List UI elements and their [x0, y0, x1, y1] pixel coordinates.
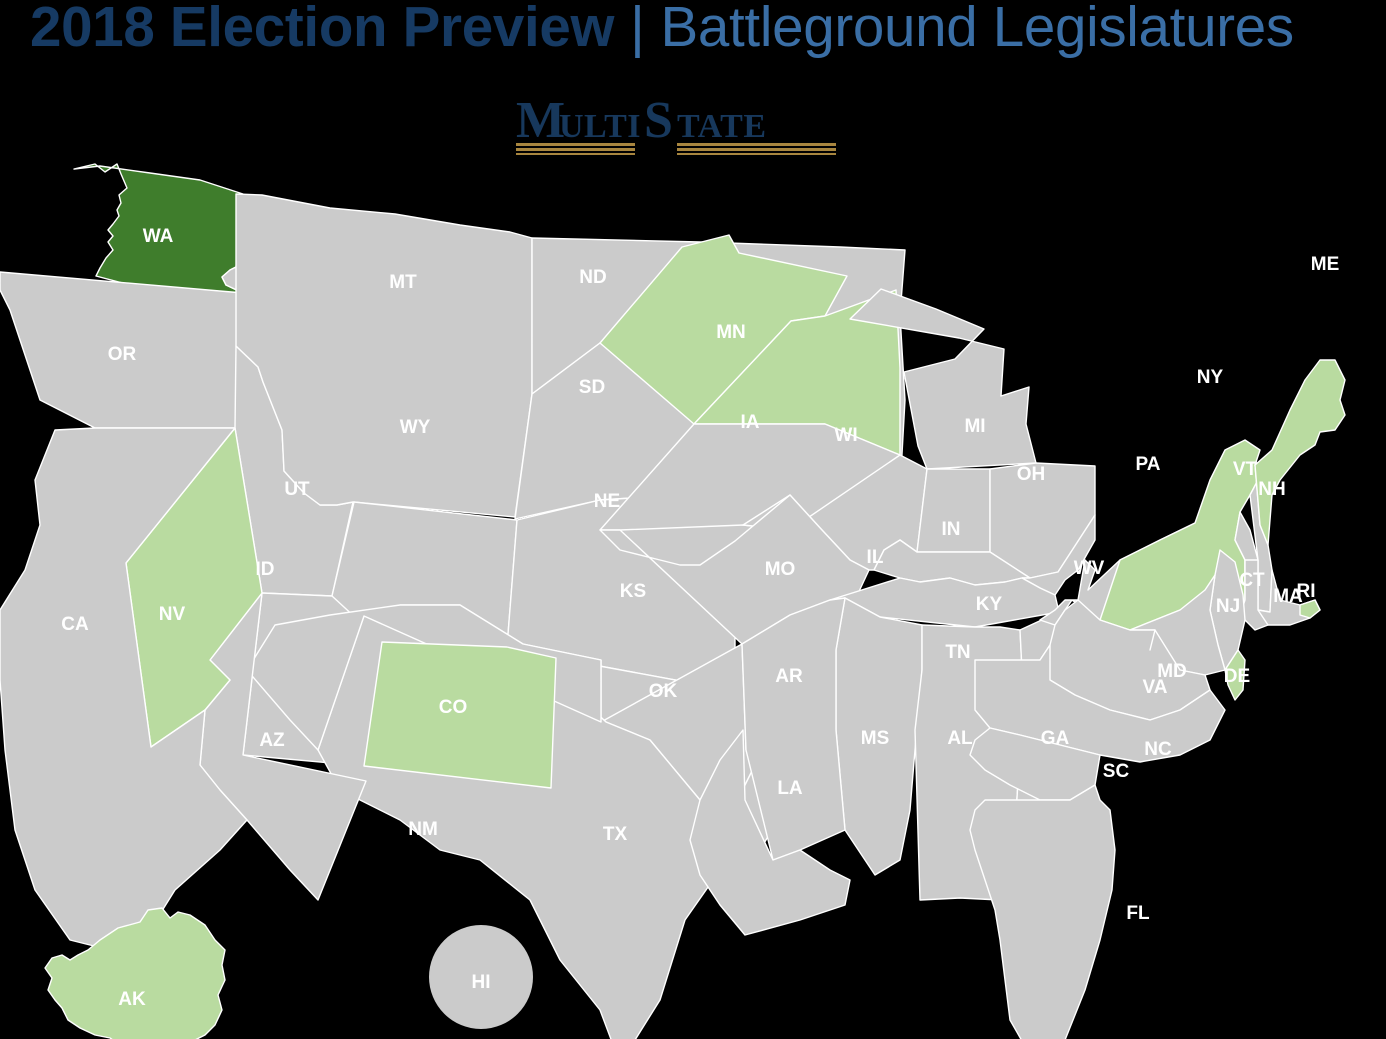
svg-text:UT: UT — [284, 479, 310, 500]
svg-text:HI: HI — [472, 972, 491, 993]
svg-text:DE: DE — [1224, 666, 1250, 687]
svg-text:AR: AR — [775, 666, 803, 687]
svg-text:S: S — [644, 95, 673, 149]
svg-text:LA: LA — [777, 778, 803, 799]
svg-text:M: M — [516, 95, 565, 149]
svg-text:MI: MI — [964, 416, 985, 437]
svg-text:VA: VA — [1143, 677, 1168, 698]
svg-text:KY: KY — [976, 594, 1003, 615]
svg-text:IA: IA — [741, 412, 760, 433]
svg-text:TATE: TATE — [677, 108, 767, 145]
svg-text:CA: CA — [61, 614, 89, 635]
svg-text:AZ: AZ — [259, 730, 285, 751]
svg-text:NM: NM — [408, 819, 438, 840]
svg-text:TN: TN — [945, 642, 970, 663]
svg-text:SD: SD — [579, 377, 605, 398]
svg-text:CO: CO — [439, 697, 468, 718]
svg-text:OH: OH — [1017, 464, 1046, 485]
svg-text:NE: NE — [594, 491, 620, 512]
svg-text:WV: WV — [1074, 558, 1105, 579]
svg-text:PA: PA — [1136, 454, 1161, 475]
svg-text:WI: WI — [834, 425, 857, 446]
svg-text:OK: OK — [649, 681, 678, 702]
svg-text:NJ: NJ — [1216, 596, 1240, 617]
svg-text:MO: MO — [765, 559, 796, 580]
svg-text:IL: IL — [867, 547, 884, 568]
svg-text:KS: KS — [620, 581, 646, 602]
svg-text:WY: WY — [400, 417, 431, 438]
svg-text:NY: NY — [1197, 367, 1224, 388]
svg-text:ULTI: ULTI — [559, 108, 641, 145]
svg-text:WA: WA — [143, 226, 174, 247]
svg-text:ME: ME — [1311, 254, 1340, 275]
svg-text:IN: IN — [942, 519, 961, 540]
svg-text:ID: ID — [256, 559, 275, 580]
svg-text:ND: ND — [579, 267, 606, 288]
svg-text:VT: VT — [1233, 459, 1258, 480]
svg-text:RI: RI — [1297, 581, 1316, 602]
svg-text:MT: MT — [389, 272, 417, 293]
svg-text:AL: AL — [947, 728, 973, 749]
svg-text:GA: GA — [1041, 728, 1070, 749]
svg-text:CT: CT — [1239, 570, 1265, 591]
svg-text:OR: OR — [108, 344, 137, 365]
svg-text:TX: TX — [603, 824, 628, 845]
svg-text:NH: NH — [1258, 479, 1285, 500]
svg-text:NC: NC — [1144, 739, 1172, 760]
svg-text:NV: NV — [159, 604, 186, 625]
svg-text:MS: MS — [861, 728, 890, 749]
svg-text:AK: AK — [118, 989, 146, 1010]
svg-text:SC: SC — [1103, 761, 1130, 782]
svg-text:MN: MN — [716, 322, 746, 343]
svg-text:FL: FL — [1126, 903, 1150, 924]
